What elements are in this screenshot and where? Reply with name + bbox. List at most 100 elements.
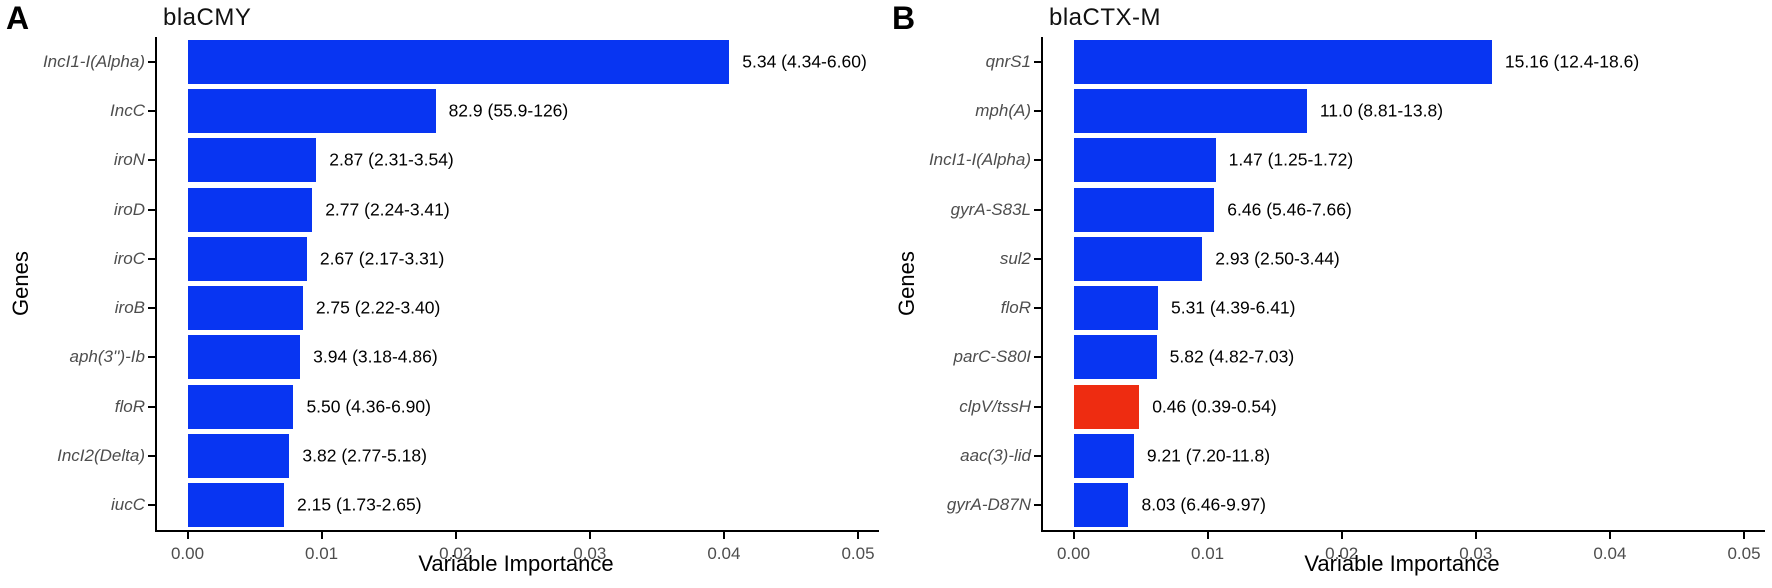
gene-tick-label: parC-S80I	[953, 347, 1031, 367]
x-axis-tick	[588, 532, 591, 539]
gene-tick-label: mph(A)	[975, 100, 1031, 120]
x-axis-tick	[1474, 532, 1477, 539]
x-axis-tick-label: 0.02	[1325, 544, 1359, 563]
gene-tick-label: IncC	[110, 100, 145, 120]
x-axis-tick-label: 0.02	[439, 544, 473, 563]
panel-blaCMY: A blaCMY Genes IncI1-I(Alpha) 5.34 (4.34-…	[6, 0, 879, 576]
x-axis-tick-label: 0.05	[841, 544, 875, 563]
x-axis-tick-label: 0.05	[1727, 544, 1761, 563]
y-axis-tick	[148, 307, 155, 310]
x-axis-tick	[857, 532, 859, 539]
bar	[1073, 39, 1492, 84]
x-axis-tick	[1072, 532, 1075, 539]
bar	[187, 434, 290, 479]
y-axis-tick	[1034, 405, 1041, 408]
y-axis-tick	[1034, 307, 1041, 310]
x-axis-tick-label: 0.03	[573, 544, 607, 563]
bar-value-label: 2.77 (2.24-3.41)	[325, 199, 450, 220]
bar	[1073, 187, 1215, 232]
plot-area: qnrS1 15.16 (12.4-18.6) mph(A) 11.0 (8.81-1…	[929, 37, 1765, 563]
y-axis-tick	[1034, 356, 1041, 359]
x-axis-tick-label: 0.00	[1056, 544, 1091, 563]
bar	[187, 335, 301, 380]
x-axis-tick	[1206, 532, 1209, 539]
bar	[1073, 138, 1216, 183]
x-axis-tick	[1340, 532, 1343, 539]
x-axis-title: Variable Importance	[1304, 551, 1500, 576]
bar	[187, 187, 313, 232]
y-axis-tick	[1034, 455, 1041, 458]
chart-title: blaCTX-M	[1049, 4, 1162, 31]
bar-value-label: 2.67 (2.17-3.31)	[319, 248, 445, 269]
x-axis-tick	[320, 532, 323, 539]
bar	[1073, 236, 1203, 281]
bar-value-label: 82.9 (55.9-126)	[448, 100, 569, 121]
bar	[187, 138, 317, 183]
bar-value-label: 5.34 (4.34-6.60)	[742, 51, 867, 72]
x-axis-tick-label: 0.04	[707, 544, 741, 563]
gene-tick-label: iroC	[113, 248, 145, 268]
bar-value-label: 9.21 (7.20-11.8)	[1146, 445, 1271, 466]
x-axis-tick	[722, 532, 725, 539]
gene-tick-label: sul2	[999, 248, 1031, 268]
bar-value-label: 5.82 (4.82-7.03)	[1169, 346, 1295, 367]
y-axis-tick	[148, 405, 155, 408]
y-axis-tick	[1034, 257, 1041, 260]
gene-tick-label: aac(3)-lid	[960, 446, 1031, 466]
y-axis-tick	[148, 356, 155, 359]
bar	[1073, 88, 1307, 133]
bar-value-label: 8.03 (6.46-9.97)	[1141, 494, 1266, 515]
bar	[1073, 434, 1134, 479]
y-axis-tick	[1034, 109, 1041, 112]
x-axis-tick-label: 0.01	[305, 544, 339, 563]
plot-area: IncI1-I(Alpha) 5.34 (4.34-6.60) IncC 82.9 (…	[43, 37, 879, 563]
x-axis-tick	[1743, 532, 1745, 539]
panel-blaCTX-M: B blaCTX-M Genes qnrS1 15.16 (12.4-18.6) m…	[886, 0, 1772, 588]
bar	[187, 483, 285, 528]
bar-value-label: 2.15 (1.73-2.65)	[297, 494, 422, 515]
y-axis-tick	[148, 109, 155, 112]
panel-letter: B	[892, 0, 916, 36]
y-axis-tick	[148, 208, 155, 211]
bar	[1073, 286, 1158, 331]
bar-value-label: 5.31 (4.39-6.41)	[1170, 297, 1296, 318]
bar	[187, 384, 294, 429]
panel-letter: A	[6, 0, 30, 36]
gene-tick-label: iroB	[114, 298, 145, 318]
bar-value-label: 2.93 (2.50-3.44)	[1215, 248, 1340, 269]
y-axis-tick	[148, 504, 155, 507]
bar-value-label: 0.46 (0.39-0.54)	[1152, 396, 1277, 417]
gene-tick-label: floR	[114, 396, 145, 416]
chart-title: blaCMY	[163, 4, 252, 31]
gene-tick-label: iucC	[110, 495, 145, 515]
gene-tick-label: IncI1-I(Alpha)	[928, 150, 1031, 170]
y-axis-tick	[1034, 208, 1041, 211]
bar	[187, 236, 307, 281]
x-axis-title: Variable Importance	[418, 551, 614, 576]
y-axis-title: Genes	[894, 251, 919, 316]
bar-value-label: 1.47 (1.25-1.72)	[1228, 149, 1354, 170]
gene-tick-label: floR	[1000, 298, 1031, 318]
x-axis-tick-label: 0.04	[1593, 544, 1627, 563]
bar	[187, 88, 436, 133]
y-axis-tick	[1034, 159, 1041, 162]
y-axis-tick	[1034, 504, 1041, 507]
gene-tick-label: gyrA-D87N	[946, 495, 1031, 515]
bar	[1073, 384, 1140, 429]
x-axis-tick	[454, 532, 457, 539]
x-axis-tick-label: 0.00	[170, 544, 205, 563]
gene-tick-label: aph(3'')-Ib	[69, 347, 145, 367]
bar	[187, 39, 730, 84]
y-axis-tick	[148, 159, 155, 162]
bar-value-label: 2.87 (2.31-3.54)	[329, 149, 454, 170]
bar-value-label: 2.75 (2.22-3.40)	[315, 297, 441, 318]
gene-tick-label: clpV/tssH	[959, 396, 1031, 416]
x-axis-tick-label: 0.01	[1191, 544, 1225, 563]
gene-tick-label: IncI2(Delta)	[57, 446, 145, 466]
gene-tick-label: gyrA-S83L	[950, 199, 1031, 219]
gene-tick-label: iroD	[113, 199, 145, 219]
gene-tick-label: qnrS1	[985, 51, 1031, 71]
y-axis-tick	[148, 60, 155, 63]
bar-value-label: 15.16 (12.4-18.6)	[1504, 51, 1640, 72]
bar-value-label: 6.46 (5.46-7.66)	[1227, 199, 1352, 220]
